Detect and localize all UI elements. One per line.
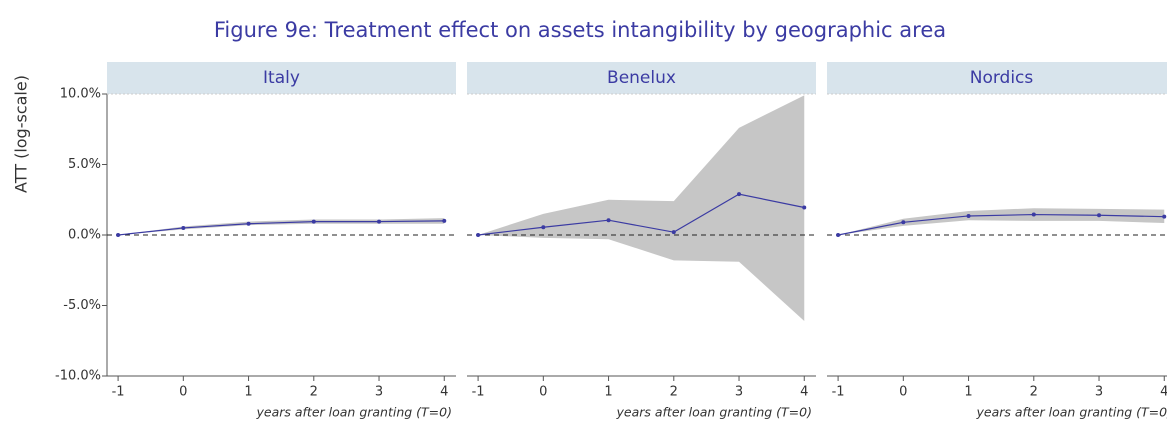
x-tick-label: 1	[604, 385, 612, 400]
x-axis-label: years after loan granting (T=0)	[256, 405, 453, 420]
att-point	[442, 218, 447, 223]
att-point	[671, 230, 676, 235]
att-point	[966, 213, 971, 218]
att-point	[246, 221, 251, 226]
att-point	[476, 233, 481, 237]
panel-title: Benelux	[607, 68, 676, 88]
x-axis-label: years after loan granting (T=0)	[616, 405, 813, 420]
x-tick-label: 3	[375, 385, 383, 400]
att-point	[901, 220, 906, 225]
confidence-band	[478, 95, 805, 322]
att-point	[116, 233, 121, 237]
att-point	[802, 205, 807, 210]
x-axis-label: years after loan granting (T=0)	[976, 405, 1167, 420]
panel-title: Italy	[263, 68, 300, 88]
panel-strip	[107, 62, 456, 94]
y-tick-label: 10.0%	[60, 87, 101, 102]
panel-strip	[827, 62, 1167, 94]
x-tick-label: 0	[539, 385, 547, 400]
x-tick-label: 4	[440, 385, 448, 400]
att-point	[311, 219, 316, 224]
confidence-band	[838, 208, 1165, 235]
x-tick-label: 1	[244, 385, 252, 400]
x-tick-label: 0	[899, 385, 907, 400]
x-tick-label: 1	[964, 385, 972, 400]
x-tick-label: 4	[1160, 385, 1167, 400]
att-line	[837, 213, 1165, 236]
att-point	[541, 225, 546, 230]
y-axis-label: ATT (log-scale)	[12, 75, 31, 193]
att-point	[737, 192, 742, 197]
confidence-band	[118, 218, 445, 235]
att-point	[1162, 214, 1167, 219]
x-tick-label: -1	[472, 385, 485, 400]
att-point	[836, 233, 841, 237]
y-tick-label: -10.0%	[55, 369, 101, 384]
y-tick-label: 0.0%	[68, 228, 101, 243]
y-tick-label: 5.0%	[68, 157, 101, 172]
x-tick-label: 2	[670, 385, 678, 400]
x-tick-label: 0	[179, 385, 187, 400]
att-line	[478, 193, 805, 236]
att-point	[606, 218, 611, 223]
att-point	[1097, 213, 1102, 218]
att-point	[1031, 212, 1036, 217]
x-tick-label: 3	[1095, 385, 1103, 400]
x-tick-label: 2	[310, 385, 318, 400]
att-point	[181, 225, 186, 230]
y-tick-label: -5.0%	[63, 298, 101, 313]
x-tick-label: -1	[832, 385, 845, 400]
x-tick-label: 3	[735, 385, 743, 400]
x-tick-label: -1	[112, 385, 125, 400]
x-tick-label: 2	[1030, 385, 1038, 400]
x-tick-label: 4	[800, 385, 808, 400]
panel-strip	[467, 62, 816, 94]
att-point	[377, 219, 382, 224]
att-line	[118, 220, 445, 236]
chart-title: Figure 9e: Treatment effect on assets in…	[214, 18, 946, 42]
panel-title: Nordics	[970, 68, 1034, 88]
